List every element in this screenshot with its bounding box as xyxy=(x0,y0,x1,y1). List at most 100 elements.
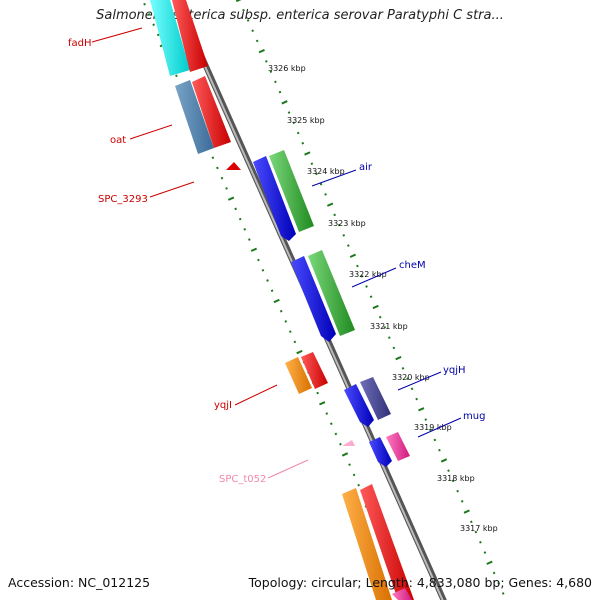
ruler-tick xyxy=(501,592,505,595)
ruler-tick xyxy=(395,355,402,361)
ruler-tick xyxy=(433,438,437,442)
ruler-tick xyxy=(479,540,482,544)
ruler-tick xyxy=(410,387,414,391)
ruler-tick xyxy=(242,8,245,12)
gene-yqjI-orange[interactable] xyxy=(285,357,312,394)
ruler-tick xyxy=(469,520,473,524)
gene-air-green[interactable] xyxy=(269,150,314,232)
ruler-tick xyxy=(261,268,265,272)
ruler-tick xyxy=(387,336,391,339)
ruler-tick xyxy=(251,29,254,33)
gene-cheM[interactable] xyxy=(291,256,336,342)
ruler-tick xyxy=(349,253,357,258)
ruler-tick xyxy=(278,90,282,94)
gene-oat[interactable] xyxy=(175,80,214,154)
ruler-tick xyxy=(296,349,303,355)
ruler-tick xyxy=(265,60,268,63)
ruler-tick xyxy=(356,264,359,268)
ruler-tick xyxy=(378,315,382,319)
ruler-tick xyxy=(255,39,259,43)
ruler-tick xyxy=(456,489,459,493)
ruler-tick xyxy=(270,289,274,293)
tick-label-3320: 3320 kbp xyxy=(392,373,430,382)
ruler-tick xyxy=(360,274,364,278)
ruler-tick xyxy=(319,182,323,186)
left-gene-labels: fadH oat SPC_3293 yqjI SPC_t052 xyxy=(68,27,309,485)
ruler-tick xyxy=(483,551,487,554)
ruler-tick xyxy=(273,298,280,304)
ruler-tick xyxy=(293,340,297,344)
ruler-tick xyxy=(211,156,215,160)
ruler-tick xyxy=(301,141,305,145)
gene-orange-bottom[interactable] xyxy=(342,488,392,600)
ruler-tick xyxy=(234,207,237,211)
label-SPC_t052: SPC_t052 xyxy=(219,474,266,485)
ruler-tick xyxy=(325,412,329,415)
label-air: air xyxy=(359,162,373,173)
tick-label-3323: 3323 kbp xyxy=(328,219,366,228)
gene-yqjH-blue[interactable] xyxy=(344,384,374,427)
ruler-tick xyxy=(341,452,349,457)
ruler-tick xyxy=(372,304,379,310)
tick-label-3317: 3317 kbp xyxy=(460,524,498,533)
ruler-tick xyxy=(474,530,478,534)
ruler-tick xyxy=(310,162,314,166)
ruler-tick xyxy=(227,196,235,201)
gene-SPC_3293[interactable] xyxy=(226,162,241,170)
tick-label-3324: 3324 kbp xyxy=(307,167,345,176)
kbp-labels: 3326 kbp 3325 kbp 3324 kbp 3323 kbp 3322… xyxy=(268,64,498,533)
gene-red-oat[interactable] xyxy=(192,76,231,148)
ruler-tick xyxy=(258,49,265,54)
gene-red-bottom[interactable] xyxy=(360,484,414,600)
gene-mug-blue[interactable] xyxy=(369,437,392,467)
gene-mug[interactable] xyxy=(386,432,410,461)
ruler-tick xyxy=(406,377,409,380)
ruler-tick xyxy=(460,500,464,503)
ruler-tick xyxy=(284,320,288,323)
ruler-tick xyxy=(447,469,450,472)
ruler-tick xyxy=(287,111,291,114)
ruler-tick xyxy=(246,19,250,22)
genome-summary: Topology: circular; Length: 4,833,080 bp… xyxy=(248,575,592,590)
ruler-tick xyxy=(369,295,373,299)
ruler-tick xyxy=(424,418,428,421)
ruler-tick xyxy=(243,228,247,231)
tick-label-3322: 3322 kbp xyxy=(349,270,387,279)
gene-yqjH[interactable] xyxy=(360,377,391,420)
gene-SPC_t052[interactable] xyxy=(342,440,355,446)
gene-red-top[interactable] xyxy=(172,0,208,72)
ruler-tick xyxy=(401,367,405,370)
ruler-tick xyxy=(296,131,300,135)
gene-yqjI[interactable] xyxy=(301,352,328,389)
ruler-tick xyxy=(266,279,269,282)
label-cheM: cheM xyxy=(399,260,426,271)
gene-pink-bottom[interactable] xyxy=(392,588,412,600)
ruler-tick xyxy=(497,581,500,585)
gene-fadH[interactable] xyxy=(150,0,190,76)
label-oat: oat xyxy=(110,135,126,146)
ruler-tick xyxy=(352,473,356,477)
label-fadH: fadH xyxy=(68,38,92,49)
gene-cheM-green[interactable] xyxy=(308,250,355,336)
tick-label-3326: 3326 kbp xyxy=(268,64,306,73)
ruler-tick xyxy=(346,244,350,247)
accession-label: Accession: NC_012125 xyxy=(8,575,151,590)
gene-air[interactable] xyxy=(253,156,296,241)
ruler-tick xyxy=(342,234,346,237)
tick-label-3325: 3325 kbp xyxy=(287,116,325,125)
ruler-tick xyxy=(492,571,496,575)
ruler-tick xyxy=(257,258,260,262)
label-mug: mug xyxy=(463,411,485,422)
ruler-tick xyxy=(143,2,146,6)
ruler-tick xyxy=(281,100,288,105)
ruler-tick xyxy=(315,172,318,176)
ruler-tick xyxy=(348,463,351,466)
ruler-tick xyxy=(428,428,432,432)
ruler-tick xyxy=(333,213,336,217)
ruler-tick xyxy=(326,202,334,207)
inner-ruler xyxy=(235,0,505,595)
ruler-tick xyxy=(438,448,441,452)
tick-label-3318: 3318 kbp xyxy=(437,474,475,483)
ruler-tick xyxy=(319,401,326,406)
